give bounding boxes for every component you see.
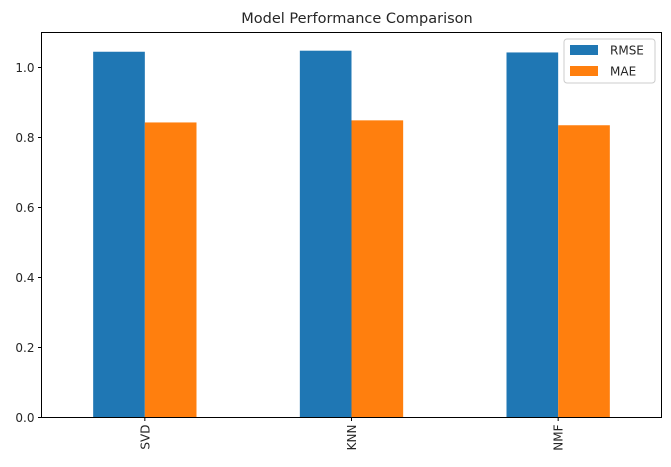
y-tick-label: 0.8 [15,131,34,145]
y-tick-label: 1.0 [15,61,34,75]
legend-swatch-rmse [570,45,598,55]
y-tick-label: 0.6 [15,201,34,215]
legend-label-rmse: RMSE [610,44,644,58]
x-axis: SVD KNN NMF [138,417,566,451]
y-axis: 0.0 0.2 0.4 0.6 0.8 1.0 [15,61,42,425]
legend: RMSE MAE [563,38,656,84]
bar-mae-svd [144,122,197,418]
bar-rmse-svd [93,51,145,418]
bar-mae-nmf [558,125,610,418]
y-tick-label: 0.4 [15,271,34,285]
legend-label-mae: MAE [610,65,636,79]
bar-mae-knn [351,120,404,418]
chart-title: Model Performance Comparison [241,11,472,27]
legend-swatch-mae [570,66,598,76]
x-tick-label: SVD [138,425,152,450]
bars-group [93,50,610,418]
y-tick-label: 0.2 [15,341,34,355]
plot-frame [41,32,662,418]
y-tick-label: 0.0 [15,411,34,425]
x-tick-label: KNN [345,425,359,451]
bar-rmse-knn [299,50,352,418]
x-tick-label: NMF [552,424,566,450]
bar-rmse-nmf [506,52,559,418]
